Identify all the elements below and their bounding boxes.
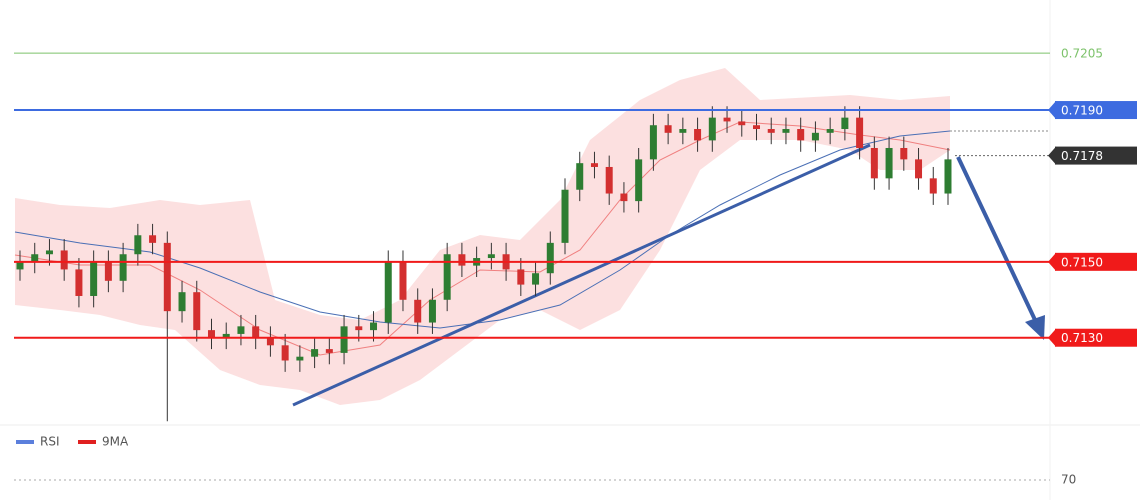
candle-body — [708, 117, 716, 141]
moving-average — [14, 121, 951, 356]
candle-body — [811, 132, 819, 141]
candle-body — [384, 261, 392, 323]
candle-body — [694, 129, 702, 141]
candle-body — [576, 163, 584, 190]
candle-body — [443, 254, 451, 300]
candle-body — [649, 125, 657, 160]
candle-body — [870, 147, 878, 179]
candle-body — [635, 159, 643, 202]
candle-body — [90, 261, 98, 296]
candle-body — [841, 117, 849, 130]
price-label-pointer — [1048, 101, 1056, 120]
legend-label: RSI — [40, 435, 60, 449]
candle-body — [134, 235, 142, 255]
price-label-box — [1055, 252, 1137, 271]
bollinger-band — [15, 68, 950, 405]
candle-body — [929, 178, 937, 194]
candles — [16, 106, 952, 422]
price-label-box — [1055, 101, 1137, 120]
candle-body — [119, 254, 127, 281]
candle-body — [944, 159, 952, 194]
candle-body — [281, 345, 289, 361]
candle-body — [590, 163, 598, 167]
price-label: 0.7178 — [1061, 149, 1103, 163]
candle-body — [178, 292, 186, 312]
price-label-pointer — [1048, 328, 1056, 347]
candle-body — [414, 299, 422, 323]
candle-body — [311, 349, 319, 357]
price-label: 0.7205 — [1061, 47, 1103, 61]
price-label-pointer — [1048, 252, 1056, 271]
candle-body — [428, 299, 436, 323]
candle-body — [738, 121, 746, 126]
candle-body — [45, 250, 53, 255]
candle-body — [782, 129, 790, 133]
candle-body — [104, 261, 112, 281]
candle-body — [325, 349, 333, 353]
candle-body — [266, 337, 274, 346]
candle-body — [237, 326, 245, 334]
candle-body — [664, 125, 672, 133]
arrow-head — [1025, 315, 1045, 340]
candle-body — [561, 189, 569, 243]
forecast-arrow — [956, 156, 1038, 323]
candle-body — [826, 129, 834, 133]
candle-body — [620, 193, 628, 202]
legend-swatch — [78, 440, 96, 444]
price-label-box — [1055, 146, 1137, 165]
price-label: 0.7190 — [1061, 104, 1103, 118]
legend-swatch — [16, 440, 34, 444]
candle-body — [355, 326, 363, 331]
candle-body — [487, 254, 495, 259]
candle-body — [605, 166, 613, 194]
candle-body — [753, 125, 760, 130]
candle-body — [370, 322, 378, 331]
candle-body — [340, 326, 348, 353]
price-label-pointer — [1048, 146, 1056, 165]
candle-body — [517, 269, 525, 285]
candle-body — [723, 117, 731, 122]
candle-body — [149, 235, 157, 243]
candle-body — [222, 333, 230, 338]
candle-body — [16, 261, 24, 270]
price-label: 0.7130 — [1061, 331, 1103, 345]
candle-body — [856, 117, 864, 148]
candle-body — [163, 242, 171, 312]
candle-body — [399, 261, 407, 300]
legend-label: 9MA — [102, 435, 129, 449]
price-label: 0.7150 — [1061, 255, 1103, 269]
candle-body — [532, 273, 540, 285]
trend-line — [292, 143, 871, 407]
candle-body — [296, 356, 304, 361]
rsi-tick-label: 70 — [1061, 473, 1076, 487]
candle-body — [252, 326, 260, 338]
candle-body — [75, 269, 83, 296]
candle-body — [915, 159, 923, 179]
candle-body — [885, 147, 893, 179]
candle-body — [458, 254, 466, 266]
price-label-box — [1055, 328, 1137, 347]
candle-body — [207, 330, 215, 338]
candle-body — [797, 129, 805, 141]
candle-body — [546, 242, 554, 274]
candle-body — [60, 250, 68, 270]
candle-body — [767, 129, 775, 133]
candle-body — [31, 254, 39, 262]
candle-body — [900, 147, 908, 160]
candle-body — [193, 292, 201, 331]
candle-body — [679, 129, 687, 133]
